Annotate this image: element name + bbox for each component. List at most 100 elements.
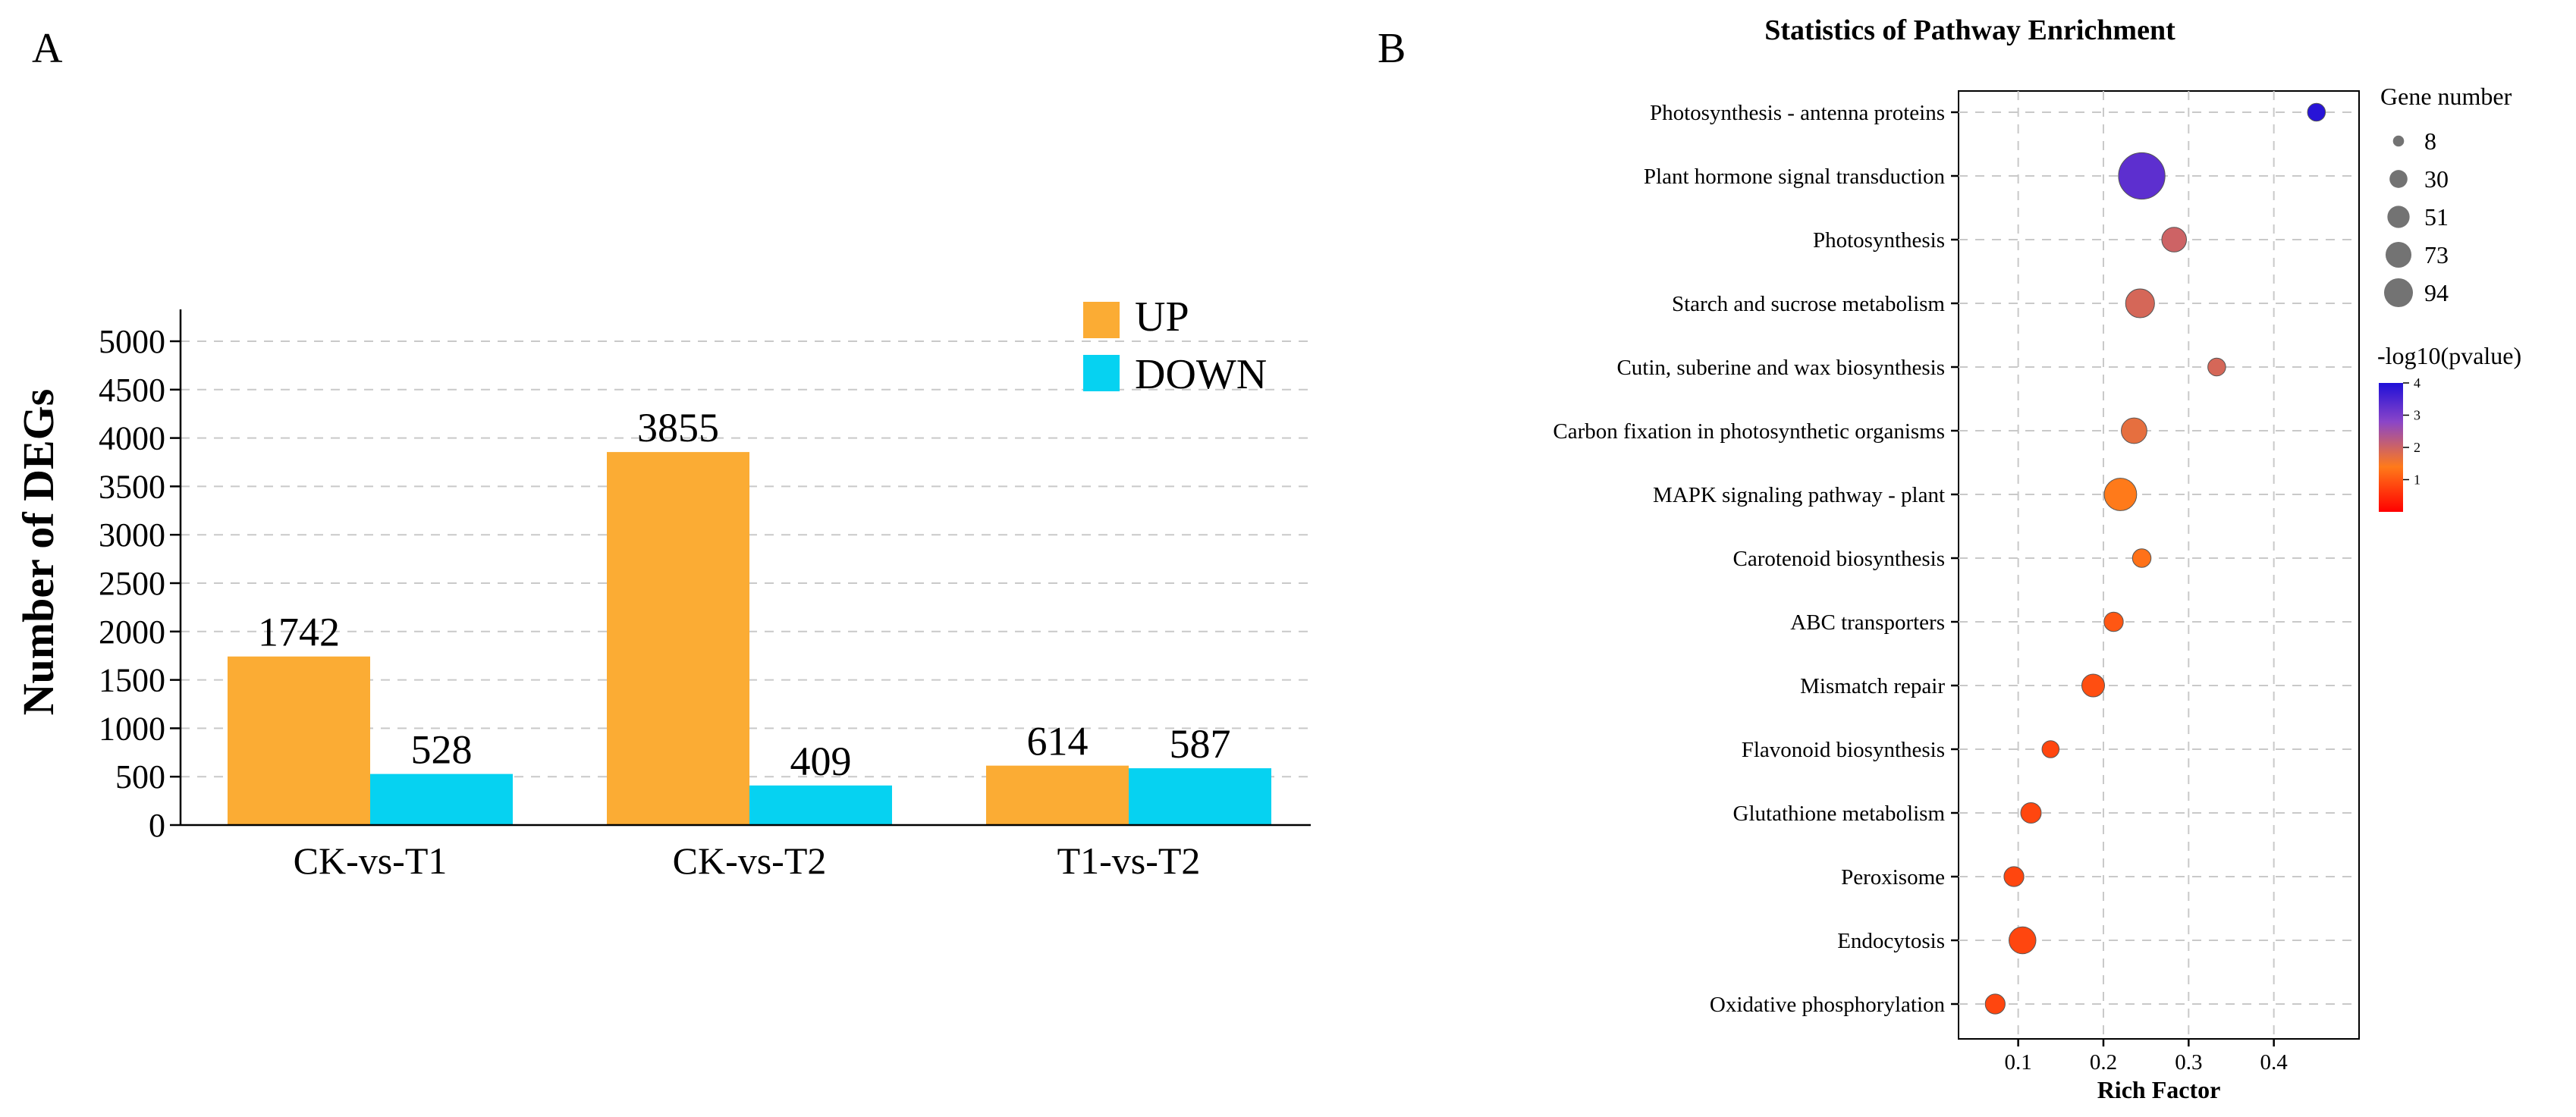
pathway-label: Photosynthesis bbox=[1813, 228, 1945, 253]
size-legend-label: 94 bbox=[2424, 279, 2449, 306]
x-tick-label: 0.3 bbox=[2175, 1050, 2202, 1075]
x-tick-label: 0.2 bbox=[2090, 1050, 2117, 1075]
pathway-label: ABC transporters bbox=[1790, 610, 1945, 635]
x-tick-label: T1-vs-T2 bbox=[1057, 839, 1201, 882]
x-tick-label: 0.1 bbox=[2005, 1050, 2032, 1075]
size-legend-label: 51 bbox=[2424, 203, 2449, 231]
pathway-label: Photosynthesis - antenna proteins bbox=[1650, 101, 1945, 125]
size-legend-items: 8 30 51 73 94 bbox=[2383, 127, 2449, 308]
pathway-label: MAPK signaling pathway - plant bbox=[1653, 483, 1945, 507]
legend-label-up: UP bbox=[1135, 293, 1189, 340]
bar-down-ck-vs-t1 bbox=[370, 773, 513, 825]
bar-value-label: 1742 bbox=[258, 610, 340, 655]
pathway-label: Carotenoid biosynthesis bbox=[1733, 547, 1945, 571]
size-legend-label: 8 bbox=[2424, 127, 2436, 155]
y-tick-label: 2000 bbox=[99, 613, 165, 651]
y-tick-label: 5000 bbox=[99, 323, 165, 360]
legend-label-down: DOWN bbox=[1135, 351, 1267, 398]
y-tick-label: 1500 bbox=[99, 662, 165, 699]
y-tick-label: 4000 bbox=[99, 420, 165, 457]
legend-swatch-up bbox=[1083, 302, 1120, 338]
color-bar-tick-label: 4 bbox=[2414, 375, 2420, 391]
point-5 bbox=[2121, 417, 2147, 444]
bar-value-label: 614 bbox=[1027, 719, 1089, 764]
x-tick-label: CK-vs-T1 bbox=[294, 839, 448, 882]
panel-b-label: B bbox=[1378, 25, 1406, 72]
pathway-label: Starch and sucrose metabolism bbox=[1672, 292, 1945, 316]
panel-a-grid bbox=[181, 340, 1311, 778]
panel-b-plot-frame bbox=[1958, 90, 2360, 1040]
panel-a-y-ticks: 0 500 1000 1500 2000 2500 3000 3500 4000 4500 5000 bbox=[99, 323, 181, 844]
point-2 bbox=[2161, 227, 2188, 253]
panel-a-y-label: Number of DEGs bbox=[14, 389, 63, 716]
bar-value-label: 587 bbox=[1170, 721, 1231, 767]
point-14 bbox=[1984, 993, 2006, 1015]
point-6 bbox=[2103, 478, 2138, 511]
panel-a-legend: UP DOWN bbox=[1083, 293, 1267, 398]
y-tick-label: 2500 bbox=[99, 565, 165, 602]
point-4 bbox=[2207, 357, 2226, 377]
color-legend-title: -log10(pvalue) bbox=[2377, 342, 2521, 369]
y-tick-label: 0 bbox=[149, 807, 165, 844]
y-tick-label: 500 bbox=[115, 758, 165, 795]
panel-b-x-label: Rich Factor bbox=[2097, 1076, 2221, 1103]
bar-value-label: 409 bbox=[790, 739, 852, 784]
point-10 bbox=[2041, 740, 2060, 758]
bar-up-t1-vs-t2 bbox=[986, 765, 1129, 825]
point-9 bbox=[2081, 673, 2105, 698]
pathway-label: Flavonoid biosynthesis bbox=[1742, 738, 1945, 762]
pathway-label: Mismatch repair bbox=[1800, 674, 1945, 698]
size-legend-dot bbox=[2389, 170, 2408, 188]
size-legend: Gene number 8 30 51 73 94 bbox=[2380, 83, 2512, 308]
y-tick-label: 3500 bbox=[99, 468, 165, 505]
bar-value-label: 528 bbox=[411, 727, 473, 773]
point-13 bbox=[2009, 926, 2037, 955]
size-legend-title: Gene number bbox=[2380, 83, 2512, 110]
pathway-label: Carbon fixation in photosynthetic organi… bbox=[1553, 419, 1945, 444]
panel-a-bars bbox=[228, 452, 1271, 825]
panel-b-pathway-labels: Photosynthesis - antenna proteins Plant h… bbox=[1553, 101, 1959, 1017]
point-11 bbox=[2020, 802, 2042, 824]
point-8 bbox=[2103, 611, 2124, 632]
color-bar bbox=[2379, 383, 2403, 512]
color-bar-tick-label: 1 bbox=[2414, 472, 2420, 488]
bar-down-ck-vs-t2 bbox=[749, 785, 892, 825]
size-legend-dot bbox=[2392, 135, 2405, 147]
y-tick-label: 1000 bbox=[99, 710, 165, 747]
legend-swatch-down bbox=[1083, 355, 1120, 391]
color-bar-tick-label: 3 bbox=[2414, 408, 2420, 423]
point-1 bbox=[2118, 152, 2166, 200]
point-12 bbox=[2003, 866, 2025, 887]
point-7 bbox=[2131, 548, 2152, 568]
color-bar-ticks: 1 2 3 4 bbox=[2403, 375, 2420, 488]
size-legend-label: 30 bbox=[2424, 165, 2449, 193]
pathway-label: Plant hormone signal transduction bbox=[1644, 165, 1946, 189]
pathway-label: Endocytosis bbox=[1837, 929, 1945, 953]
panel-a-x-ticks: CK-vs-T1 CK-vs-T2 T1-vs-T2 bbox=[294, 839, 1201, 882]
panel-a-value-labels: 1742 528 3855 409 614 587 bbox=[258, 405, 1231, 784]
bar-up-ck-vs-t1 bbox=[228, 656, 370, 825]
panel-b-grid bbox=[1959, 91, 2359, 1039]
size-legend-dot bbox=[2385, 241, 2412, 268]
pathway-label: Peroxisome bbox=[1841, 865, 1945, 890]
bar-value-label: 3855 bbox=[637, 405, 719, 450]
bar-up-ck-vs-t2 bbox=[607, 452, 749, 825]
y-tick-label: 3000 bbox=[99, 516, 165, 554]
size-legend-dot bbox=[2387, 206, 2410, 228]
color-bar-tick-label: 2 bbox=[2414, 440, 2420, 455]
pathway-label: Glutathione metabolism bbox=[1733, 802, 1946, 826]
size-legend-label: 73 bbox=[2424, 241, 2449, 268]
pathway-label: Oxidative phosphorylation bbox=[1710, 993, 1946, 1017]
y-tick-label: 4500 bbox=[99, 372, 165, 409]
point-0 bbox=[2307, 102, 2326, 122]
panel-a-label: A bbox=[32, 25, 63, 72]
pathway-label: Cutin, suberine and wax biosynthesis bbox=[1616, 356, 1945, 380]
panel-b-title: Statistics of Pathway Enrichment bbox=[1764, 14, 2175, 46]
color-legend: -log10(pvalue) 1 2 3 4 bbox=[2377, 342, 2521, 512]
size-legend-dot bbox=[2383, 278, 2414, 308]
bar-down-t1-vs-t2 bbox=[1129, 768, 1271, 825]
panel-b-x-ticks: 0.1 0.2 0.3 0.4 bbox=[2005, 1039, 2289, 1075]
panel-b-points bbox=[1984, 102, 2326, 1015]
x-tick-label: 0.4 bbox=[2260, 1050, 2289, 1075]
